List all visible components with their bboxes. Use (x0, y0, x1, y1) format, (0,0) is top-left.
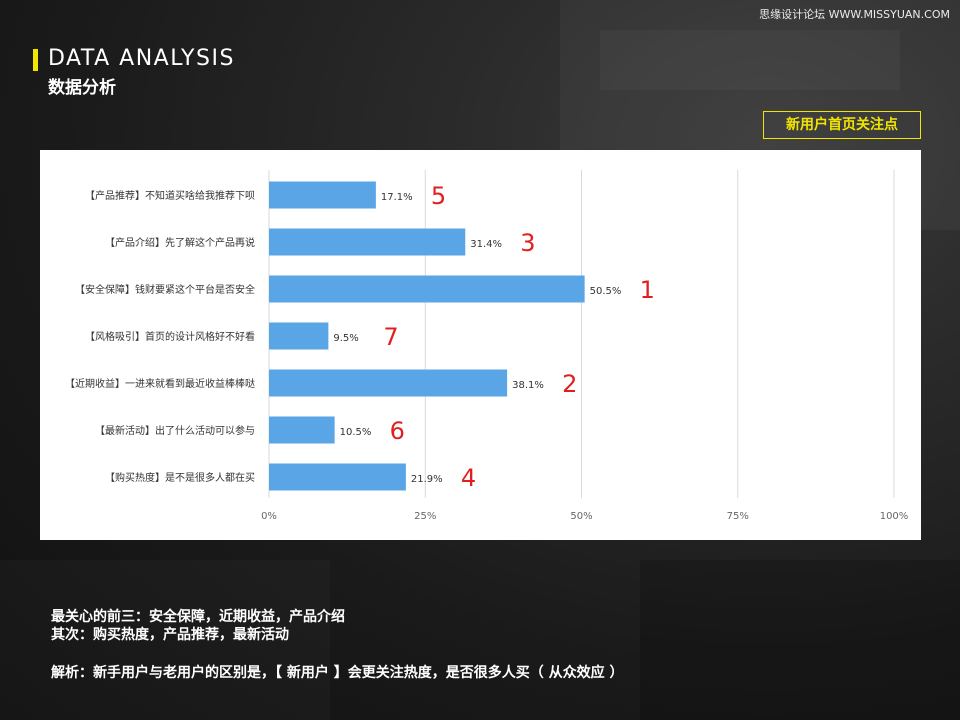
x-tick-label-1: 25% (414, 511, 436, 522)
summary-line-secondary: 其次：购买热度，产品推荐，最新活动 (51, 627, 289, 643)
bar-chart: 0% 25% 50% 75% 100% 【产品推荐】不知道买啥给我推荐下呗 17.1% 5 【产… (65, 170, 909, 522)
bar-5 (269, 416, 335, 444)
category-label-1: 【产品介绍】先了解这个产品再说 (105, 236, 255, 249)
page-title-english: DATA ANALYSIS (48, 46, 235, 71)
value-label-2: 50.5% (590, 286, 622, 297)
bar-1 (269, 228, 466, 256)
summary-line-analysis: 解析：新手用户与老用户的区别是，【 新用户 】会更关注热度，是否很多人买（ 从众… (51, 665, 624, 681)
watermark-text: 思缘设计论坛 WWW.MISSYUAN.COM (759, 8, 950, 21)
bar-0 (269, 181, 376, 209)
rank-label-2: 1 (640, 276, 655, 304)
rank-label-0: 5 (431, 182, 446, 210)
value-label-4: 38.1% (512, 380, 544, 391)
value-label-6: 21.9% (411, 474, 443, 485)
summary-block: 最关心的前三：安全保障，近期收益，产品介绍 其次：购买热度，产品推荐，最新活动 … (51, 608, 624, 682)
value-label-0: 17.1% (381, 192, 413, 203)
value-label-3: 9.5% (333, 333, 358, 344)
chart-panel: 0% 25% 50% 75% 100% 【产品推荐】不知道买啥给我推荐下呗 17.1% 5 【产… (40, 150, 921, 540)
category-label-5: 【最新活动】出了什么活动可以参与 (95, 424, 255, 437)
x-tick-label-4: 100% (880, 511, 909, 522)
value-label-1: 31.4% (470, 239, 502, 250)
summary-spacer (51, 644, 624, 664)
category-label-2: 【安全保障】钱财要紧这个平台是否安全 (75, 283, 255, 296)
rank-label-6: 4 (461, 464, 476, 492)
bar-6 (269, 463, 406, 491)
title-accent-bar (33, 49, 38, 71)
value-label-5: 10.5% (340, 427, 372, 438)
category-label-3: 【风格吸引】首页的设计风格好不好看 (85, 330, 255, 343)
x-tick-label-2: 50% (570, 511, 592, 522)
category-label-0: 【产品推荐】不知道买啥给我推荐下呗 (85, 189, 255, 202)
bar-3 (269, 322, 329, 350)
page-title-chinese: 数据分析 (48, 78, 116, 98)
chart-tag-label: 新用户首页关注点 (763, 111, 921, 139)
category-label-6: 【购买热度】是不是很多人都在买 (105, 471, 255, 484)
rank-label-1: 3 (520, 229, 535, 257)
x-tick-label-3: 75% (727, 511, 749, 522)
rank-label-3: 7 (383, 323, 398, 351)
summary-line-top-three: 最关心的前三：安全保障，近期收益，产品介绍 (51, 609, 345, 625)
x-tick-label-0: 0% (261, 511, 277, 522)
rank-label-5: 6 (390, 417, 405, 445)
category-label-4: 【近期收益】一进来就看到最近收益棒棒哒 (65, 377, 255, 390)
bar-4 (269, 369, 508, 397)
rank-label-4: 2 (562, 370, 577, 398)
bar-2 (269, 275, 585, 303)
